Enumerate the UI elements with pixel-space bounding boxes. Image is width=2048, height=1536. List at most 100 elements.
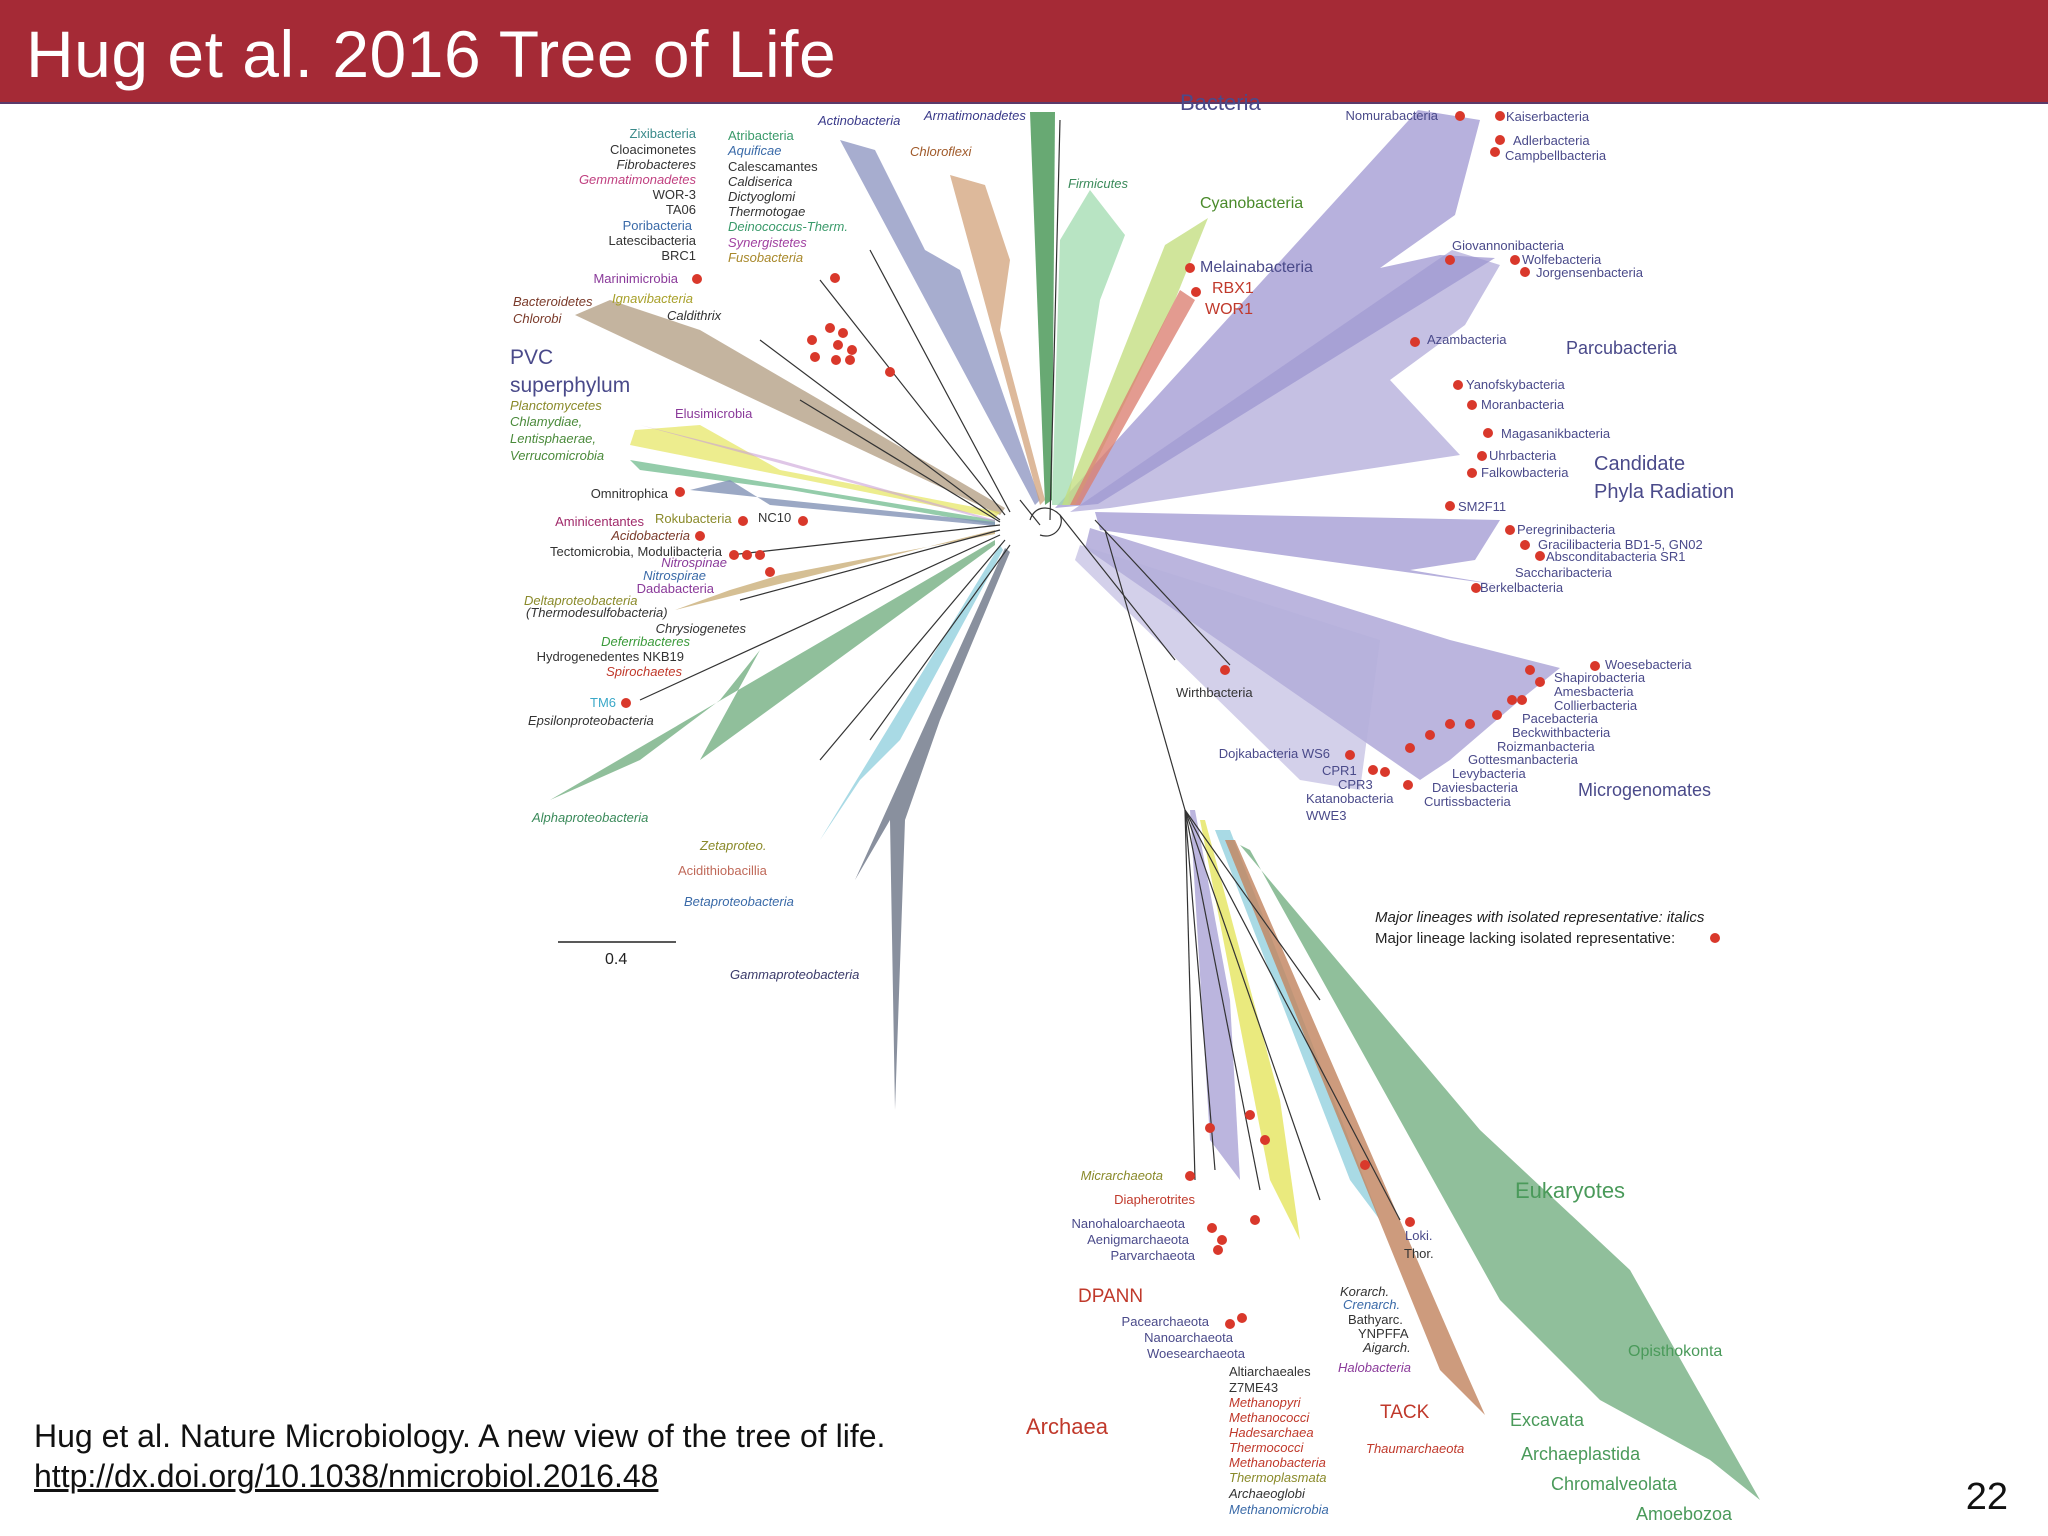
taxon-label: Curtissbacteria	[1424, 794, 1511, 809]
taxon-label: Wolfebacteria	[1522, 252, 1602, 267]
taxon-label: Chromalveolata	[1551, 1474, 1678, 1494]
taxon-label: Loki.	[1405, 1228, 1432, 1243]
taxon-label: Aenigmarchaeota	[1087, 1232, 1190, 1247]
taxon-label: Bacteroidetes	[513, 294, 593, 309]
label-cpr: Candidate	[1594, 453, 1685, 475]
wedge-actinobacteria	[840, 140, 1040, 505]
taxon-label: Shapirobacteria	[1554, 670, 1646, 685]
taxon-label: Korarch.	[1340, 1284, 1389, 1299]
taxon-label: Beckwithbacteria	[1512, 725, 1611, 740]
taxon-label: Zetaproteo.	[699, 838, 767, 853]
taxon-label: Amesbacteria	[1554, 684, 1634, 699]
taxon-label: Pacebacteria	[1522, 711, 1599, 726]
taxon-label: Katanobacteria	[1306, 791, 1394, 806]
taxon-label: Yanofskybacteria	[1466, 377, 1566, 392]
wedge-pvc	[630, 425, 1000, 518]
taxon-label: WWE3	[1306, 808, 1346, 823]
taxon-label: Thermotogae	[728, 204, 805, 219]
taxon-label: Archaeplastida	[1521, 1444, 1641, 1464]
doi-link[interactable]: http://dx.doi.org/10.1038/nmicrobiol.201…	[34, 1458, 659, 1494]
wedge-thaumarchaeota	[1225, 840, 1485, 1415]
taxon-label: Firmicutes	[1068, 176, 1128, 191]
taxon-label: Hydrogenedentes NKB19	[537, 649, 684, 664]
wedge-pvc2	[630, 460, 995, 525]
taxon-label: Actinobacteria	[817, 113, 900, 128]
taxon-label: Cloacimonetes	[610, 142, 696, 157]
taxon-label: Saccharibacteria	[1515, 565, 1613, 580]
taxon-label: Dojkabacteria WS6	[1219, 746, 1330, 761]
label-bacteria: Bacteria	[1180, 90, 1261, 115]
taxon-label: Halobacteria	[1338, 1360, 1411, 1375]
taxon-label: Methanobacteria	[1229, 1455, 1326, 1470]
taxon-label: Levybacteria	[1452, 766, 1526, 781]
taxon-label: RBX1	[1212, 280, 1254, 297]
taxon-label: YNPFFA	[1358, 1326, 1409, 1341]
taxon-label: Hadesarchaea	[1229, 1425, 1314, 1440]
taxon-label: Z7ME43	[1229, 1380, 1278, 1395]
taxon-label: Bathyarc.	[1348, 1312, 1403, 1327]
taxon-label: Thor.	[1404, 1246, 1434, 1261]
label-parcubacteria: Parcubacteria	[1566, 338, 1678, 358]
taxon-label: Dictyoglomi	[728, 189, 796, 204]
taxon-label: Atribacteria	[728, 128, 795, 143]
taxon-label: TM6	[590, 695, 616, 710]
wedge-cpr-upper	[1070, 250, 1500, 512]
taxon-label: Micrarchaeota	[1081, 1168, 1163, 1183]
label-archaea: Archaea	[1026, 1414, 1109, 1439]
taxon-label: Calescamantes	[728, 159, 818, 174]
taxon-label: Fibrobacteres	[617, 157, 697, 172]
taxon-label: Methanopyri	[1229, 1395, 1302, 1410]
taxon-label: Moranbacteria	[1481, 397, 1565, 412]
taxon-label: Roizmanbacteria	[1497, 739, 1595, 754]
taxon-label: Azambacteria	[1427, 332, 1507, 347]
taxon-label: Spirochaetes	[606, 664, 682, 679]
label-eukaryotes: Eukaryotes	[1515, 1178, 1625, 1203]
taxon-label: Parvarchaeota	[1110, 1248, 1195, 1263]
taxon-label: Daviesbacteria	[1432, 780, 1519, 795]
wedge-cpr-top	[1055, 110, 1495, 508]
taxon-label: Acidithiobacillia	[678, 863, 768, 878]
label-tack: TACK	[1380, 1402, 1430, 1423]
taxon-label: Fusobacteria	[728, 250, 803, 265]
taxon-label: Synergistetes	[728, 235, 807, 250]
taxon-label: Methanomicrobia	[1229, 1502, 1329, 1517]
taxon-label: Gracilibacteria BD1-5, GN02	[1538, 537, 1703, 552]
taxon-label: Tectomicrobia, Modulibacteria	[550, 544, 723, 559]
lineage-dots	[621, 111, 1720, 1329]
clade-wedges	[550, 110, 1760, 1500]
taxon-label: Nanohaloarchaeota	[1072, 1216, 1186, 1231]
taxon-label: Omnitrophica	[591, 486, 669, 501]
taxon-label: Campbellbacteria	[1505, 148, 1607, 163]
taxon-label: Aigarch.	[1362, 1340, 1411, 1355]
wedge-dpann	[1190, 810, 1240, 1180]
taxon-label: Alphaproteobacteria	[531, 810, 648, 825]
taxon-label: Thermoplasmata	[1229, 1470, 1327, 1485]
taxon-label: Chrysiogenetes	[656, 621, 747, 636]
taxon-label: Cyanobacteria	[1200, 195, 1303, 212]
taxon-label: Crenarch.	[1343, 1297, 1400, 1312]
taxon-label: Chlorobi	[513, 311, 563, 326]
taxon-label: Adlerbacteria	[1513, 133, 1590, 148]
legend-italic-line: Major lineages with isolated representat…	[1375, 909, 1705, 926]
taxon-label: Ignavibacteria	[612, 291, 693, 306]
taxon-label: Jorgensenbacteria	[1536, 265, 1644, 280]
taxon-label: Falkowbacteria	[1481, 465, 1569, 480]
taxon-label: Betaproteobacteria	[684, 894, 794, 909]
taxon-label: Deferribacteres	[601, 634, 690, 649]
wedge-elusimicrobia	[640, 425, 995, 522]
label-dpann: DPANN	[1078, 1286, 1143, 1307]
taxon-label: Excavata	[1510, 1410, 1585, 1430]
wedge-melainabacteria	[1070, 290, 1195, 505]
taxon-label: BRC1	[661, 248, 696, 263]
taxon-label: (Thermodesulfobacteria)	[526, 605, 668, 620]
taxon-label: Nomurabacteria	[1346, 108, 1439, 123]
wedge-eukaryotes	[1240, 845, 1760, 1500]
taxon-label: Melainabacteria	[1200, 259, 1313, 276]
wedge-bacteroidetes	[575, 300, 1005, 515]
taxon-label: Uhrbacteria	[1489, 448, 1557, 463]
taxon-label: Caldithrix	[667, 308, 722, 323]
taxon-label: Methanococci	[1229, 1410, 1310, 1425]
wedge-cyanobacteria	[1062, 218, 1208, 505]
taxon-label: Pacearchaeota	[1122, 1314, 1210, 1329]
